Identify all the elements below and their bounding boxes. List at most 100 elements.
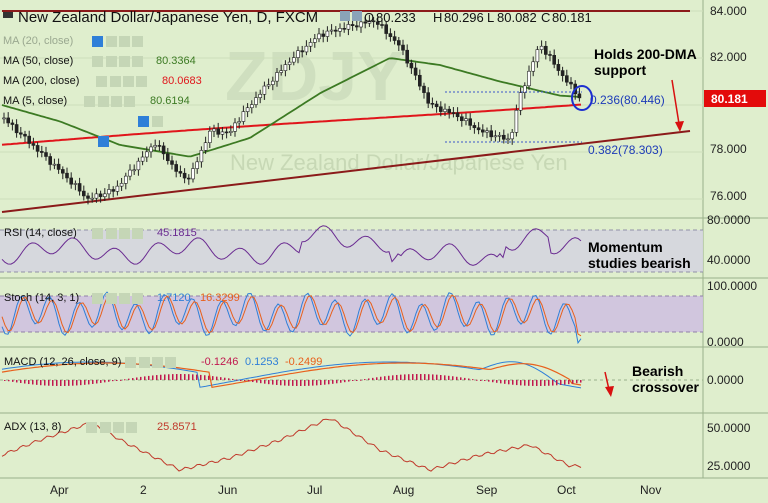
ma20-controls[interactable] bbox=[92, 36, 143, 47]
ma5-legend: MA (5, close) bbox=[3, 95, 67, 107]
macd-hist-bar bbox=[432, 374, 434, 380]
ma200-controls[interactable] bbox=[96, 76, 147, 87]
ma200-value: 80.0683 bbox=[162, 75, 202, 87]
macd-controls[interactable] bbox=[125, 357, 176, 368]
macd-hist-bar bbox=[276, 380, 278, 385]
rsi-value: 45.1815 bbox=[157, 227, 197, 239]
macd-hist-bar bbox=[252, 380, 254, 383]
collapse-icon[interactable] bbox=[3, 12, 13, 18]
candle-body bbox=[187, 177, 191, 180]
macd-hist-bar bbox=[48, 380, 50, 386]
candle-body bbox=[396, 40, 401, 46]
macd-hist-bar bbox=[424, 374, 426, 380]
candle-body bbox=[522, 85, 527, 93]
candle-body bbox=[178, 171, 183, 174]
candle-body bbox=[111, 189, 115, 192]
stoch-label: Stoch (14, 3, 1) bbox=[4, 292, 79, 304]
macd-hist-bar bbox=[292, 380, 294, 386]
macd-hist-bar bbox=[164, 374, 166, 380]
macd-hist-bar bbox=[508, 380, 510, 385]
macd-line bbox=[1, 361, 582, 389]
ma5-value: 80.6194 bbox=[150, 95, 190, 107]
macd-hist-bar bbox=[264, 380, 266, 384]
price-badge bbox=[704, 90, 766, 107]
macd-hist-bar bbox=[32, 380, 34, 385]
macd-hist-bar bbox=[244, 380, 246, 381]
macd-hist-bar bbox=[376, 377, 378, 380]
extra-controls[interactable] bbox=[98, 116, 163, 147]
macd-signal-line bbox=[1, 362, 582, 388]
macd-hist-bar bbox=[188, 374, 190, 380]
macd-hist-bar bbox=[220, 377, 222, 380]
rsi-band bbox=[0, 230, 703, 272]
stoch-tick: 100.0000 bbox=[707, 279, 757, 293]
price-tick: 76.000 bbox=[710, 189, 747, 203]
ma50-controls[interactable] bbox=[92, 56, 143, 67]
macd-hist-bar bbox=[8, 380, 10, 382]
candle-body bbox=[443, 108, 447, 112]
macd-hist-bar bbox=[348, 380, 350, 382]
macd-hist-bar bbox=[144, 376, 146, 380]
candle-body bbox=[548, 54, 552, 56]
candle-body bbox=[527, 70, 531, 87]
adx-label: ADX (13, 8) bbox=[4, 421, 61, 433]
candle-body bbox=[174, 164, 178, 172]
macd-hist-bar bbox=[192, 374, 194, 380]
candle-body bbox=[560, 70, 565, 76]
candle-body bbox=[229, 131, 233, 133]
support-annotation-line2: support bbox=[594, 62, 646, 78]
support-annotation-line1: Holds 200-DMA bbox=[594, 46, 697, 62]
candle-body bbox=[250, 104, 254, 109]
macd-hist-bar bbox=[304, 380, 306, 386]
candle-body bbox=[48, 156, 53, 165]
macd-hist-bar bbox=[240, 380, 242, 381]
candle-body bbox=[506, 138, 510, 141]
macd-hist-bar bbox=[96, 380, 98, 384]
price-badge-text: 80.181 bbox=[711, 92, 748, 106]
macd-hist-bar bbox=[80, 380, 82, 386]
candle-body bbox=[346, 24, 351, 30]
candle-body bbox=[262, 85, 267, 95]
ma5-controls[interactable] bbox=[84, 96, 135, 107]
macd-hist-bar bbox=[472, 379, 474, 381]
macd-hist-bar bbox=[208, 375, 210, 380]
eye-icon[interactable] bbox=[340, 11, 350, 21]
candle-body bbox=[94, 193, 99, 199]
candle-body bbox=[60, 169, 65, 174]
time-tick: Aug bbox=[393, 483, 414, 497]
candle-body bbox=[23, 133, 27, 137]
macd-hist-bar bbox=[132, 378, 134, 380]
time-axis: Apr 2 Jun Jul Aug Sep Oct Nov bbox=[50, 483, 661, 497]
candle-body bbox=[493, 135, 498, 138]
macd-hist-bar bbox=[536, 380, 538, 386]
panel-labels: RSI (14, close) 45.1815 Stoch (14, 3, 1)… bbox=[4, 227, 322, 433]
candle-body bbox=[69, 177, 73, 185]
candle-body bbox=[161, 145, 166, 155]
candle-body bbox=[342, 28, 347, 30]
candle-body bbox=[451, 112, 456, 114]
bearish-annotation-line2: crossover bbox=[632, 379, 699, 395]
stoch-controls[interactable] bbox=[92, 293, 143, 304]
ohlc-open-label: O bbox=[364, 10, 374, 25]
candle-body bbox=[245, 107, 250, 112]
macd-hist-bar bbox=[524, 380, 526, 386]
settings-icon[interactable] bbox=[352, 11, 362, 21]
rsi-controls[interactable] bbox=[92, 228, 143, 239]
candle-body bbox=[6, 117, 10, 124]
macd-hist-bar bbox=[548, 380, 550, 386]
macd-hist-bar bbox=[392, 375, 394, 380]
candle-body bbox=[438, 106, 443, 112]
macd-hist-bar bbox=[328, 380, 330, 385]
adx-controls[interactable] bbox=[86, 422, 137, 433]
macd-hist-bar bbox=[456, 376, 458, 380]
candle-body bbox=[203, 142, 208, 151]
macd-hist-bar bbox=[556, 380, 558, 386]
candle-body bbox=[275, 72, 279, 82]
macd-hist-bar bbox=[236, 379, 238, 381]
candle-body bbox=[577, 93, 582, 99]
ma50-legend: MA (50, close) bbox=[3, 55, 73, 67]
macd-hist-bar bbox=[136, 377, 138, 380]
annotation-arrows bbox=[604, 79, 684, 397]
time-tick: Apr bbox=[50, 483, 69, 497]
macd-hist-bar bbox=[428, 374, 430, 380]
